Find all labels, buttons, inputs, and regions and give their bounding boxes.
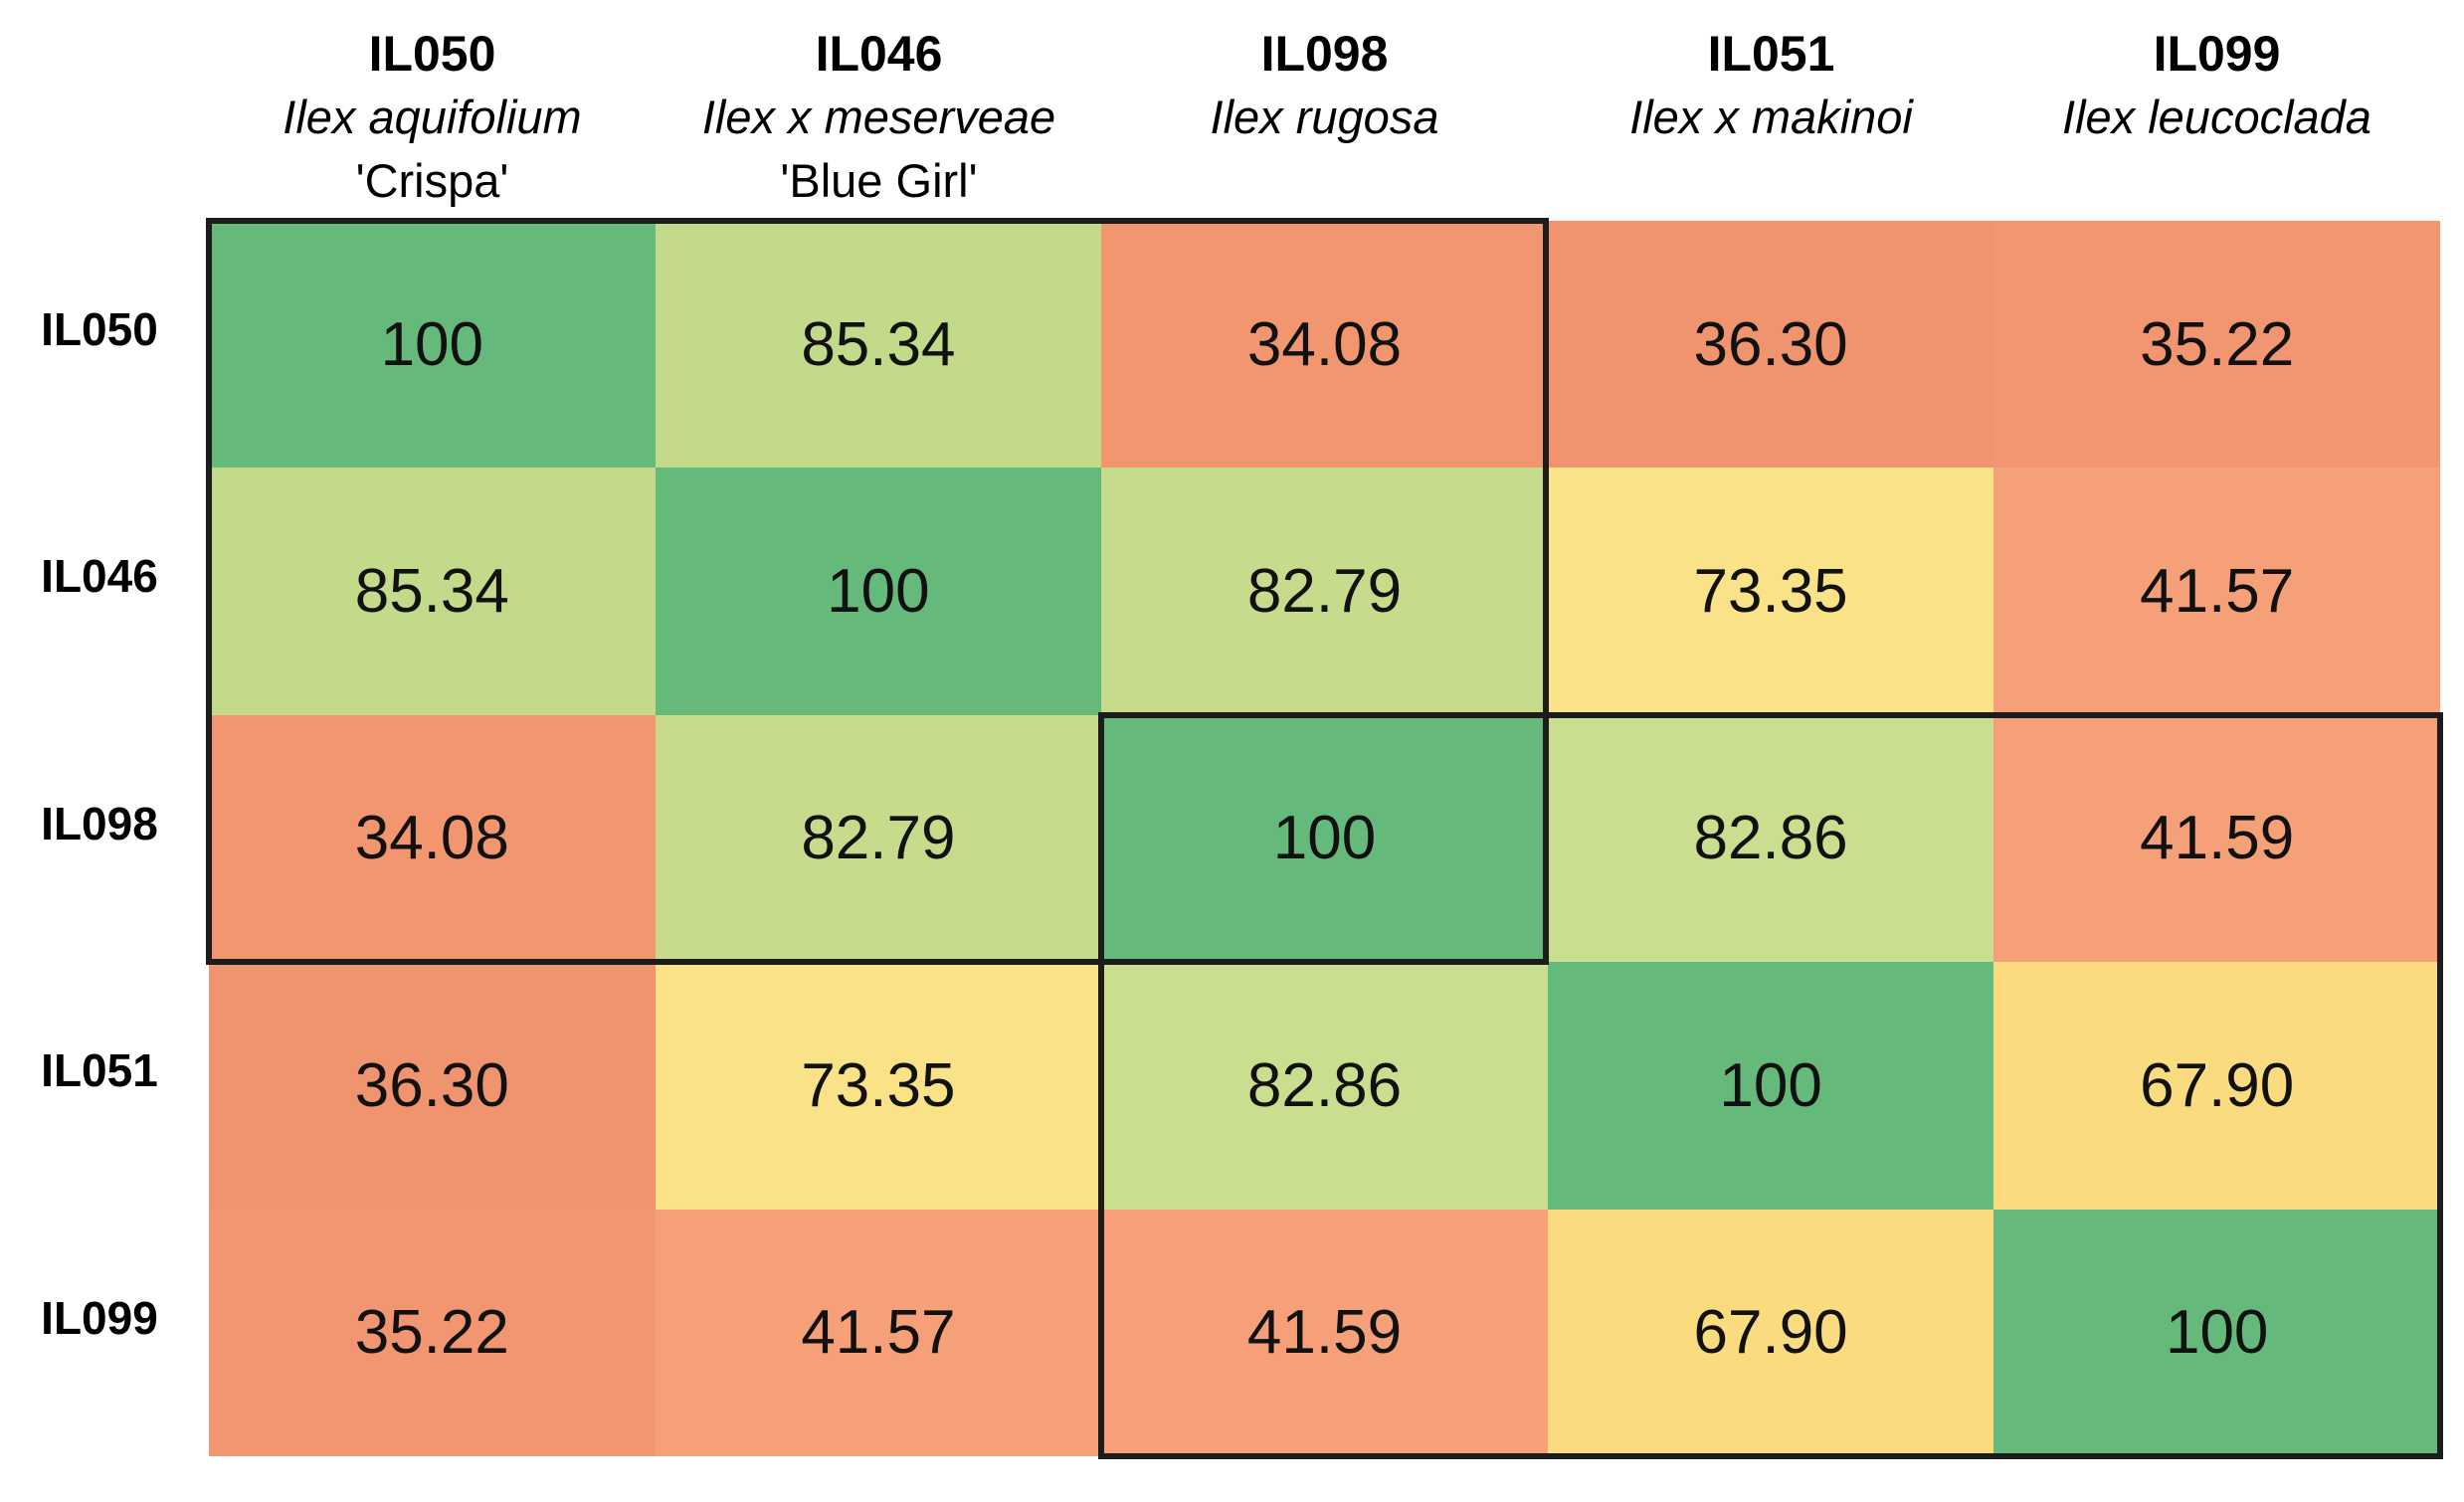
matrix-cell: 41.59: [1993, 714, 2440, 963]
matrix-cell: 100: [1101, 714, 1548, 963]
matrix-cell: 85.34: [209, 468, 656, 715]
column-species: Ilex x makinoi: [1629, 91, 1913, 143]
row-label-il050: IL050: [41, 303, 158, 355]
matrix-cell: 36.30: [209, 962, 656, 1210]
matrix-cell: 41.59: [1101, 1209, 1548, 1456]
row-label-il098: IL098: [41, 798, 158, 849]
matrix-cell: 35.22: [209, 1209, 656, 1456]
column-id: IL051: [1707, 26, 1835, 82]
column-cultivar: 'Blue Girl': [780, 154, 978, 207]
matrix-cell: 100: [655, 468, 1102, 715]
column-species: Ilex rugosa: [1210, 91, 1439, 143]
matrix-cell: 73.35: [1547, 468, 1994, 715]
column-cultivar: 'Crispa': [355, 154, 509, 207]
column-header-il098: IL098 Ilex rugosa: [1101, 22, 1548, 149]
matrix-cell: 82.86: [1547, 714, 1994, 963]
matrix-cell: 35.22: [1993, 221, 2440, 469]
matrix-cell: 41.57: [655, 1209, 1102, 1456]
matrix-cell: 34.08: [209, 714, 656, 963]
column-header-il051: IL051 Ilex x makinoi: [1548, 22, 1994, 149]
column-species: Ilex leucoclada: [2062, 91, 2371, 143]
column-header-il050: IL050 Ilex aquifolium 'Crispa': [209, 22, 656, 213]
matrix-cell: 82.86: [1101, 962, 1548, 1210]
column-id: IL046: [815, 26, 943, 82]
matrix-cell: 34.08: [1101, 221, 1548, 469]
matrix-cell: 36.30: [1547, 221, 1994, 469]
matrix-cell: 100: [209, 221, 656, 469]
row-label-il099: IL099: [41, 1292, 158, 1344]
column-species: Ilex x meserveae: [701, 91, 1056, 143]
column-id: IL050: [368, 26, 496, 82]
column-header-il099: IL099 Ilex leucoclada: [1993, 22, 2440, 149]
matrix-cell: 100: [1547, 962, 1994, 1210]
row-label-il046: IL046: [41, 550, 158, 602]
row-label-il051: IL051: [41, 1044, 158, 1096]
matrix-cell: 67.90: [1993, 962, 2440, 1210]
matrix-cell: 67.90: [1547, 1209, 1994, 1456]
column-id: IL098: [1260, 26, 1389, 82]
column-species: Ilex aquifolium: [283, 91, 582, 143]
matrix-cell: 41.57: [1993, 468, 2440, 715]
matrix-cell: 85.34: [655, 221, 1102, 469]
column-id: IL099: [2153, 26, 2281, 82]
matrix-cell: 82.79: [655, 714, 1102, 963]
matrix-cell: 82.79: [1101, 468, 1548, 715]
matrix-cell: 73.35: [655, 962, 1102, 1210]
matrix-cell: 100: [1993, 1209, 2440, 1456]
heatmap-grid: 100 85.34 34.08 36.30 35.22 85.34 100 82…: [209, 221, 2440, 1456]
column-header-il046: IL046 Ilex x meserveae 'Blue Girl': [656, 22, 1102, 213]
